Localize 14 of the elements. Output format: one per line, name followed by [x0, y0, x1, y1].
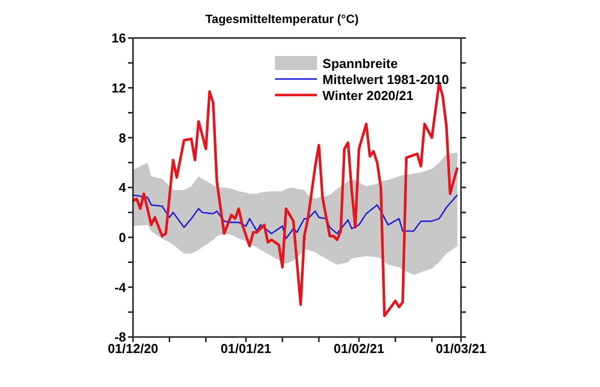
y-tick-label: 12 [112, 80, 126, 96]
y-tick-label: 0 [118, 230, 126, 245]
x-tick-label: 01/03/21 [436, 341, 486, 356]
chart-title: Tagesmitteltemperatur (°C) [204, 12, 360, 26]
legend-label: Winter 2020/21 [322, 88, 414, 102]
y-tick-label: -4 [114, 280, 127, 295]
y-tick-label: 4 [118, 180, 127, 196]
y-tick-label: 16 [112, 30, 126, 46]
line-series [133, 194, 458, 240]
x-tick-label: 01/02/21 [334, 341, 384, 356]
annotation: Spannbreite [322, 56, 398, 70]
legend-label: Mittelwert 1981-2010 [322, 72, 449, 86]
x-tick-label: 01/01/21 [220, 341, 272, 356]
y-tick-label: 8 [118, 130, 126, 146]
